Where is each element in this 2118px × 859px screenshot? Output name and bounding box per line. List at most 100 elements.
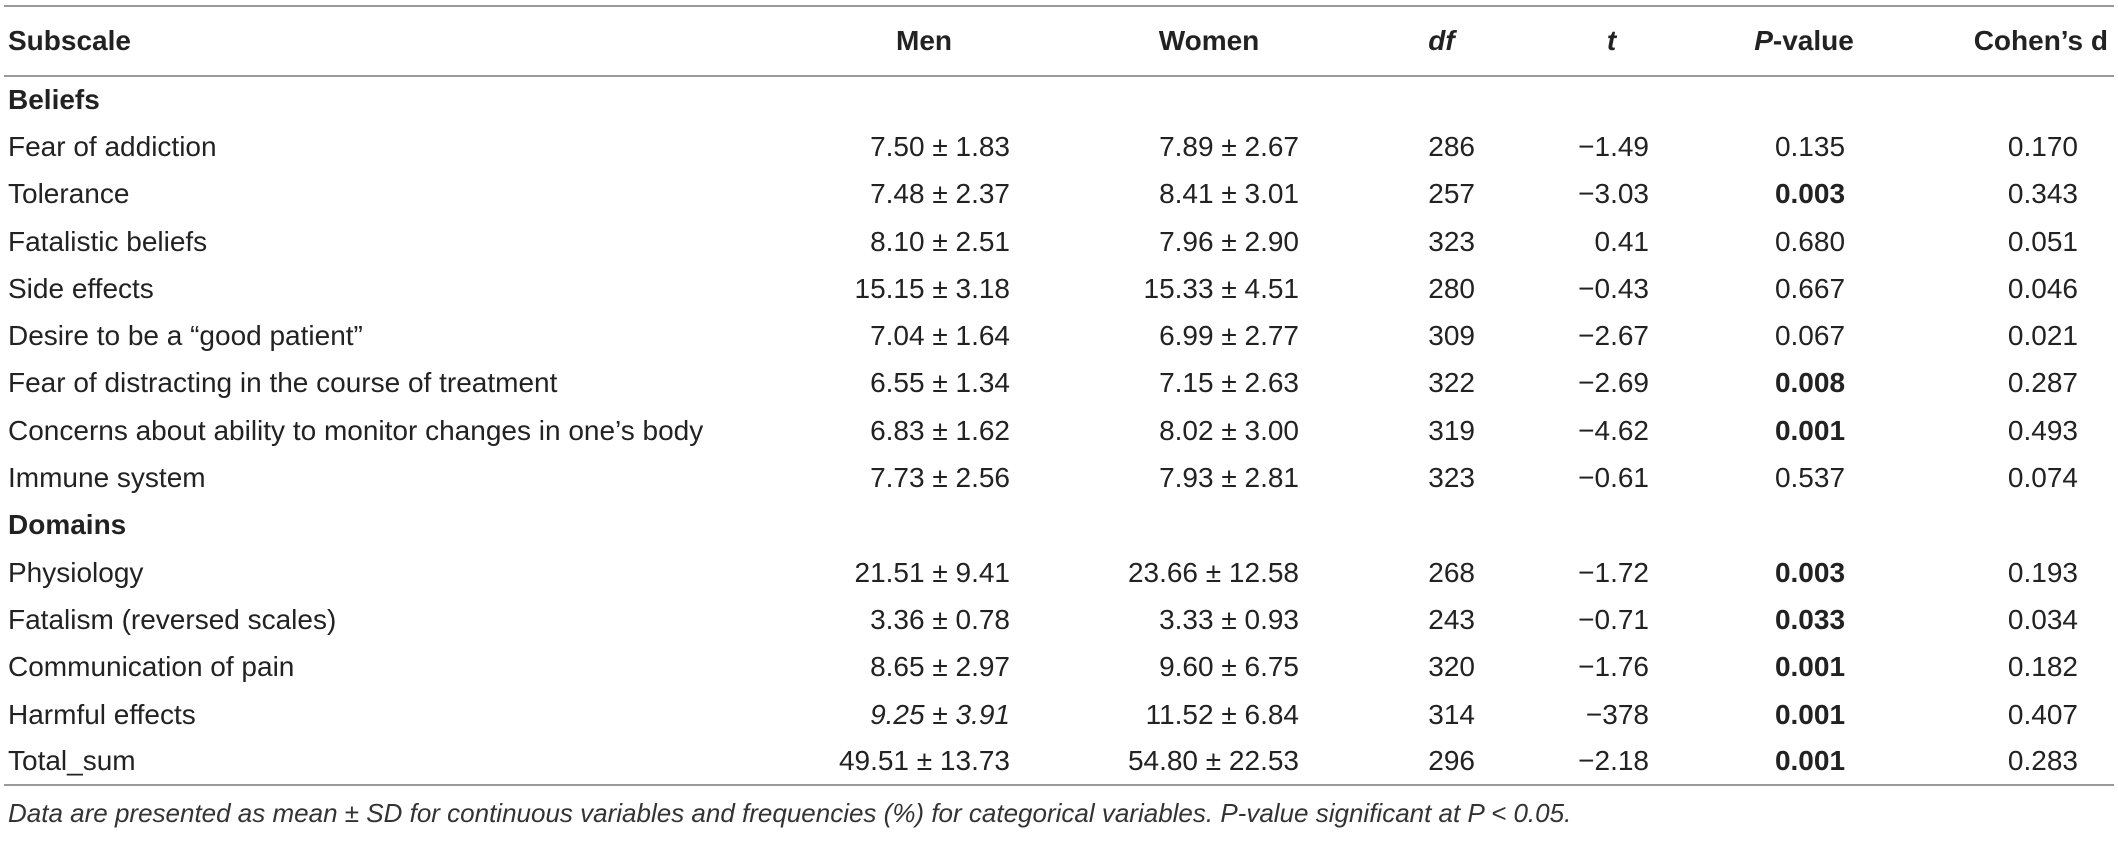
cell-subscale: Fatalism (reversed scales) — [8, 603, 337, 635]
cell-p-value: 0.001 — [1774, 414, 1846, 446]
cell-cohens-d: 0.046 — [2007, 272, 2078, 304]
cell-p-value: 0.067 — [1774, 320, 1846, 352]
header-df: df — [1364, 5, 1519, 77]
cell-df: 320 — [1428, 651, 1475, 683]
table-row: Communication of pain 8.65 ± 2.97 9.60 ± 6… — [4, 644, 2114, 691]
cell-p-value: 0.667 — [1774, 272, 1846, 304]
header-cohens-d: Cohen’s d — [1904, 5, 2114, 77]
cell-subscale: Desire to be a “good patient” — [8, 320, 363, 352]
cell-cohens-d: 0.283 — [1904, 738, 2114, 787]
header-t: t — [1519, 5, 1704, 77]
cell-subscale: Concerns about ability to monitor change… — [8, 414, 704, 446]
cell-subscale: Immune system — [8, 462, 206, 494]
header-p-suffix: -value — [1772, 25, 1854, 56]
table-row: Tolerance 7.48 ± 2.37 8.41 ± 3.01 257 −3.03 0… — [4, 171, 2114, 218]
table-row: Fear of addiction 7.50 ± 1.83 7.89 ± 2.67 2… — [4, 123, 2114, 170]
cell-subscale: Side effects — [8, 272, 154, 304]
cell-women: 15.33 ± 4.51 — [1143, 272, 1300, 304]
cell-df: 319 — [1428, 414, 1475, 446]
table-row: Harmful effects 9.25 ± 3.91 11.52 ± 6.84 31… — [4, 691, 2114, 738]
table-row: Concerns about ability to monitor change… — [4, 407, 2114, 454]
cell-cohens-d: 0.182 — [2007, 651, 2078, 683]
cell-df: 309 — [1428, 320, 1475, 352]
cell-df: 323 — [1428, 225, 1475, 257]
cell-cohens-d: 0.287 — [2007, 367, 2078, 399]
cell-men: 7.04 ± 1.64 — [870, 320, 1010, 352]
cell-p-value: 0.135 — [1774, 130, 1846, 162]
cell-p-value: 0.001 — [1774, 698, 1846, 730]
cell-men: 8.65 ± 2.97 — [870, 651, 1010, 683]
cell-p-value: 0.537 — [1774, 462, 1846, 494]
cell-df: 314 — [1428, 698, 1475, 730]
table-row: Fatalistic beliefs 8.10 ± 2.51 7.96 ± 2.90… — [4, 218, 2114, 265]
cell-men: 21.51 ± 9.41 — [854, 556, 1011, 588]
cell-df: 257 — [1428, 178, 1475, 210]
cell-t: −0.71 — [1578, 603, 1649, 635]
table-container: Subscale Men Women df t P-value Cohen’s … — [4, 0, 2114, 829]
table-row: Total_sum 49.51 ± 13.73 54.80 ± 22.53 296 −2… — [4, 738, 2114, 787]
cell-t: −2.69 — [1578, 367, 1649, 399]
cell-women: 8.41 ± 3.01 — [1159, 178, 1299, 210]
cell-subscale: Fear of addiction — [8, 130, 217, 162]
cell-men: 3.36 ± 0.78 — [870, 603, 1010, 635]
table-row: Fatalism (reversed scales) 3.36 ± 0.78 3.3… — [4, 596, 2114, 643]
cell-women: 11.52 ± 6.84 — [1145, 698, 1299, 730]
cell-t: 0.41 — [1594, 225, 1650, 257]
cell-t: −2.18 — [1519, 738, 1704, 787]
cell-t: −0.61 — [1578, 462, 1649, 494]
cell-p-value: 0.008 — [1774, 367, 1846, 399]
cell-p-value: 0.003 — [1774, 556, 1846, 588]
cell-women: 3.33 ± 0.93 — [1159, 603, 1299, 635]
cell-cohens-d: 0.407 — [2007, 698, 2078, 730]
table-header-row: Subscale Men Women df t P-value Cohen’s … — [4, 5, 2114, 77]
cell-cohens-d: 0.170 — [2007, 130, 2078, 162]
cell-subscale: Fear of distracting in the course of tre… — [8, 367, 558, 399]
cell-p-value: 0.680 — [1774, 225, 1846, 257]
header-p-letter: P — [1754, 25, 1773, 56]
cell-subscale: Total_sum — [4, 738, 794, 787]
table-body: Beliefs Fear of addiction 7.50 ± 1.83 7.89 … — [4, 76, 2114, 787]
cell-cohens-d: 0.193 — [2007, 556, 2078, 588]
table-row: Fear of distracting in the course of tre… — [4, 360, 2114, 407]
cell-men: 7.50 ± 1.83 — [870, 130, 1010, 162]
results-table: Subscale Men Women df t P-value Cohen’s … — [4, 5, 2114, 787]
cell-women: 8.02 ± 3.00 — [1159, 414, 1299, 446]
section-title: Domains — [8, 509, 127, 541]
table-row: Desire to be a “good patient” 7.04 ± 1.64… — [4, 312, 2114, 359]
cell-subscale: Communication of pain — [8, 651, 295, 683]
cell-men: 49.51 ± 13.73 — [794, 738, 1054, 787]
cell-men: 6.55 ± 1.34 — [870, 367, 1010, 399]
cell-p-value: 0.001 — [1704, 738, 1904, 787]
cell-women: 9.60 ± 6.75 — [1159, 651, 1299, 683]
cell-women: 23.66 ± 12.58 — [1127, 556, 1299, 588]
section-row: Beliefs — [4, 76, 2114, 123]
cell-women: 7.89 ± 2.67 — [1159, 130, 1299, 162]
table-row: Side effects 15.15 ± 3.18 15.33 ± 4.51 280 −… — [4, 265, 2114, 312]
cell-cohens-d: 0.021 — [2007, 320, 2078, 352]
cell-men: 15.15 ± 3.18 — [854, 272, 1011, 304]
header-men: Men — [794, 5, 1054, 77]
header-women: Women — [1054, 5, 1364, 77]
cell-subscale: Fatalistic beliefs — [8, 225, 208, 257]
cell-t: −1.49 — [1578, 130, 1649, 162]
cell-df: 243 — [1428, 603, 1475, 635]
cell-df: 323 — [1428, 462, 1475, 494]
header-subscale: Subscale — [4, 5, 794, 77]
cell-women: 7.15 ± 2.63 — [1159, 367, 1299, 399]
cell-women: 54.80 ± 22.53 — [1054, 738, 1364, 787]
cell-p-value: 0.001 — [1774, 651, 1846, 683]
cell-t: −1.72 — [1578, 556, 1649, 588]
header-p-value: P-value — [1704, 5, 1904, 77]
cell-cohens-d: 0.343 — [2007, 178, 2078, 210]
cell-t: −0.43 — [1578, 272, 1649, 304]
cell-women: 6.99 ± 2.77 — [1159, 320, 1299, 352]
cell-cohens-d: 0.074 — [2007, 462, 2078, 494]
cell-men: 7.48 ± 2.37 — [870, 178, 1010, 210]
cell-men: 9.25 ± 3.91 — [870, 698, 1010, 730]
cell-subscale: Harmful effects — [8, 698, 196, 730]
table-row: Immune system 7.73 ± 2.56 7.93 ± 2.81 323 −0… — [4, 454, 2114, 501]
cell-t: −2.67 — [1578, 320, 1649, 352]
cell-cohens-d: 0.051 — [2007, 225, 2078, 257]
cell-t: −4.62 — [1578, 414, 1649, 446]
cell-p-value: 0.033 — [1774, 603, 1846, 635]
